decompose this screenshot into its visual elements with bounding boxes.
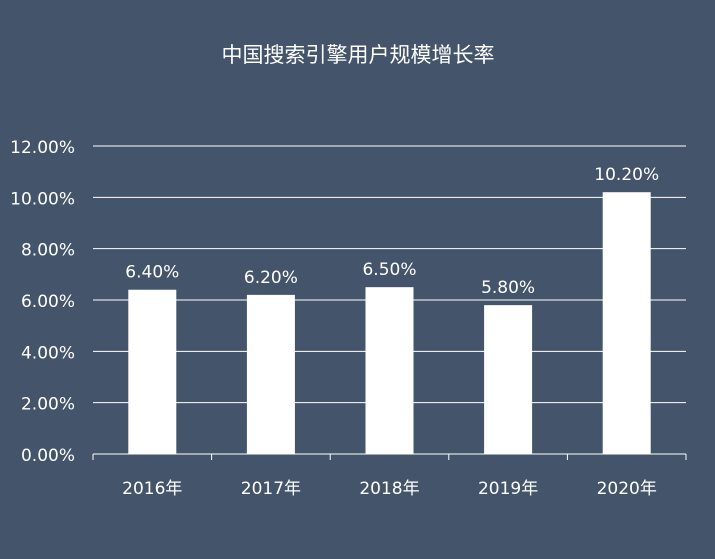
y-tick-label: 2.00% [21,395,75,415]
data-label: 6.20% [244,268,298,288]
chart-title: 中国搜索引擎用户规模增长率 [222,43,495,67]
data-label: 10.20% [594,165,659,185]
y-tick-label: 12.00% [10,138,75,158]
data-labels: 6.40% 6.20% 6.50% 5.80% 10.20% [125,165,659,298]
x-tick-label: 2018年 [359,479,419,499]
x-tick-label: 2019年 [478,479,538,499]
x-axis: 2016年 2017年 2018年 2019年 2020年 [92,454,687,499]
bar-2 [246,294,295,454]
y-tick-label: 4.00% [21,343,75,363]
data-label: 6.40% [125,263,179,283]
bar-3 [365,287,414,454]
bar-4 [484,305,533,454]
data-label: 5.80% [481,278,535,298]
x-tick-label: 2017年 [241,479,301,499]
bars [128,192,651,454]
y-tick-label: 0.00% [21,446,75,466]
bar-5 [602,192,651,454]
bar-1 [128,289,177,454]
y-tick-label: 10.00% [10,189,75,209]
y-tick-label: 8.00% [21,241,75,261]
y-tick-label: 6.00% [21,292,75,312]
x-tick-label: 2016年 [122,479,182,499]
data-label: 6.50% [362,260,416,280]
y-axis: 0.00% 2.00% 4.00% 6.00% 8.00% 10.00% 12.00% [10,138,75,466]
x-tick-label: 2020年 [597,479,657,499]
